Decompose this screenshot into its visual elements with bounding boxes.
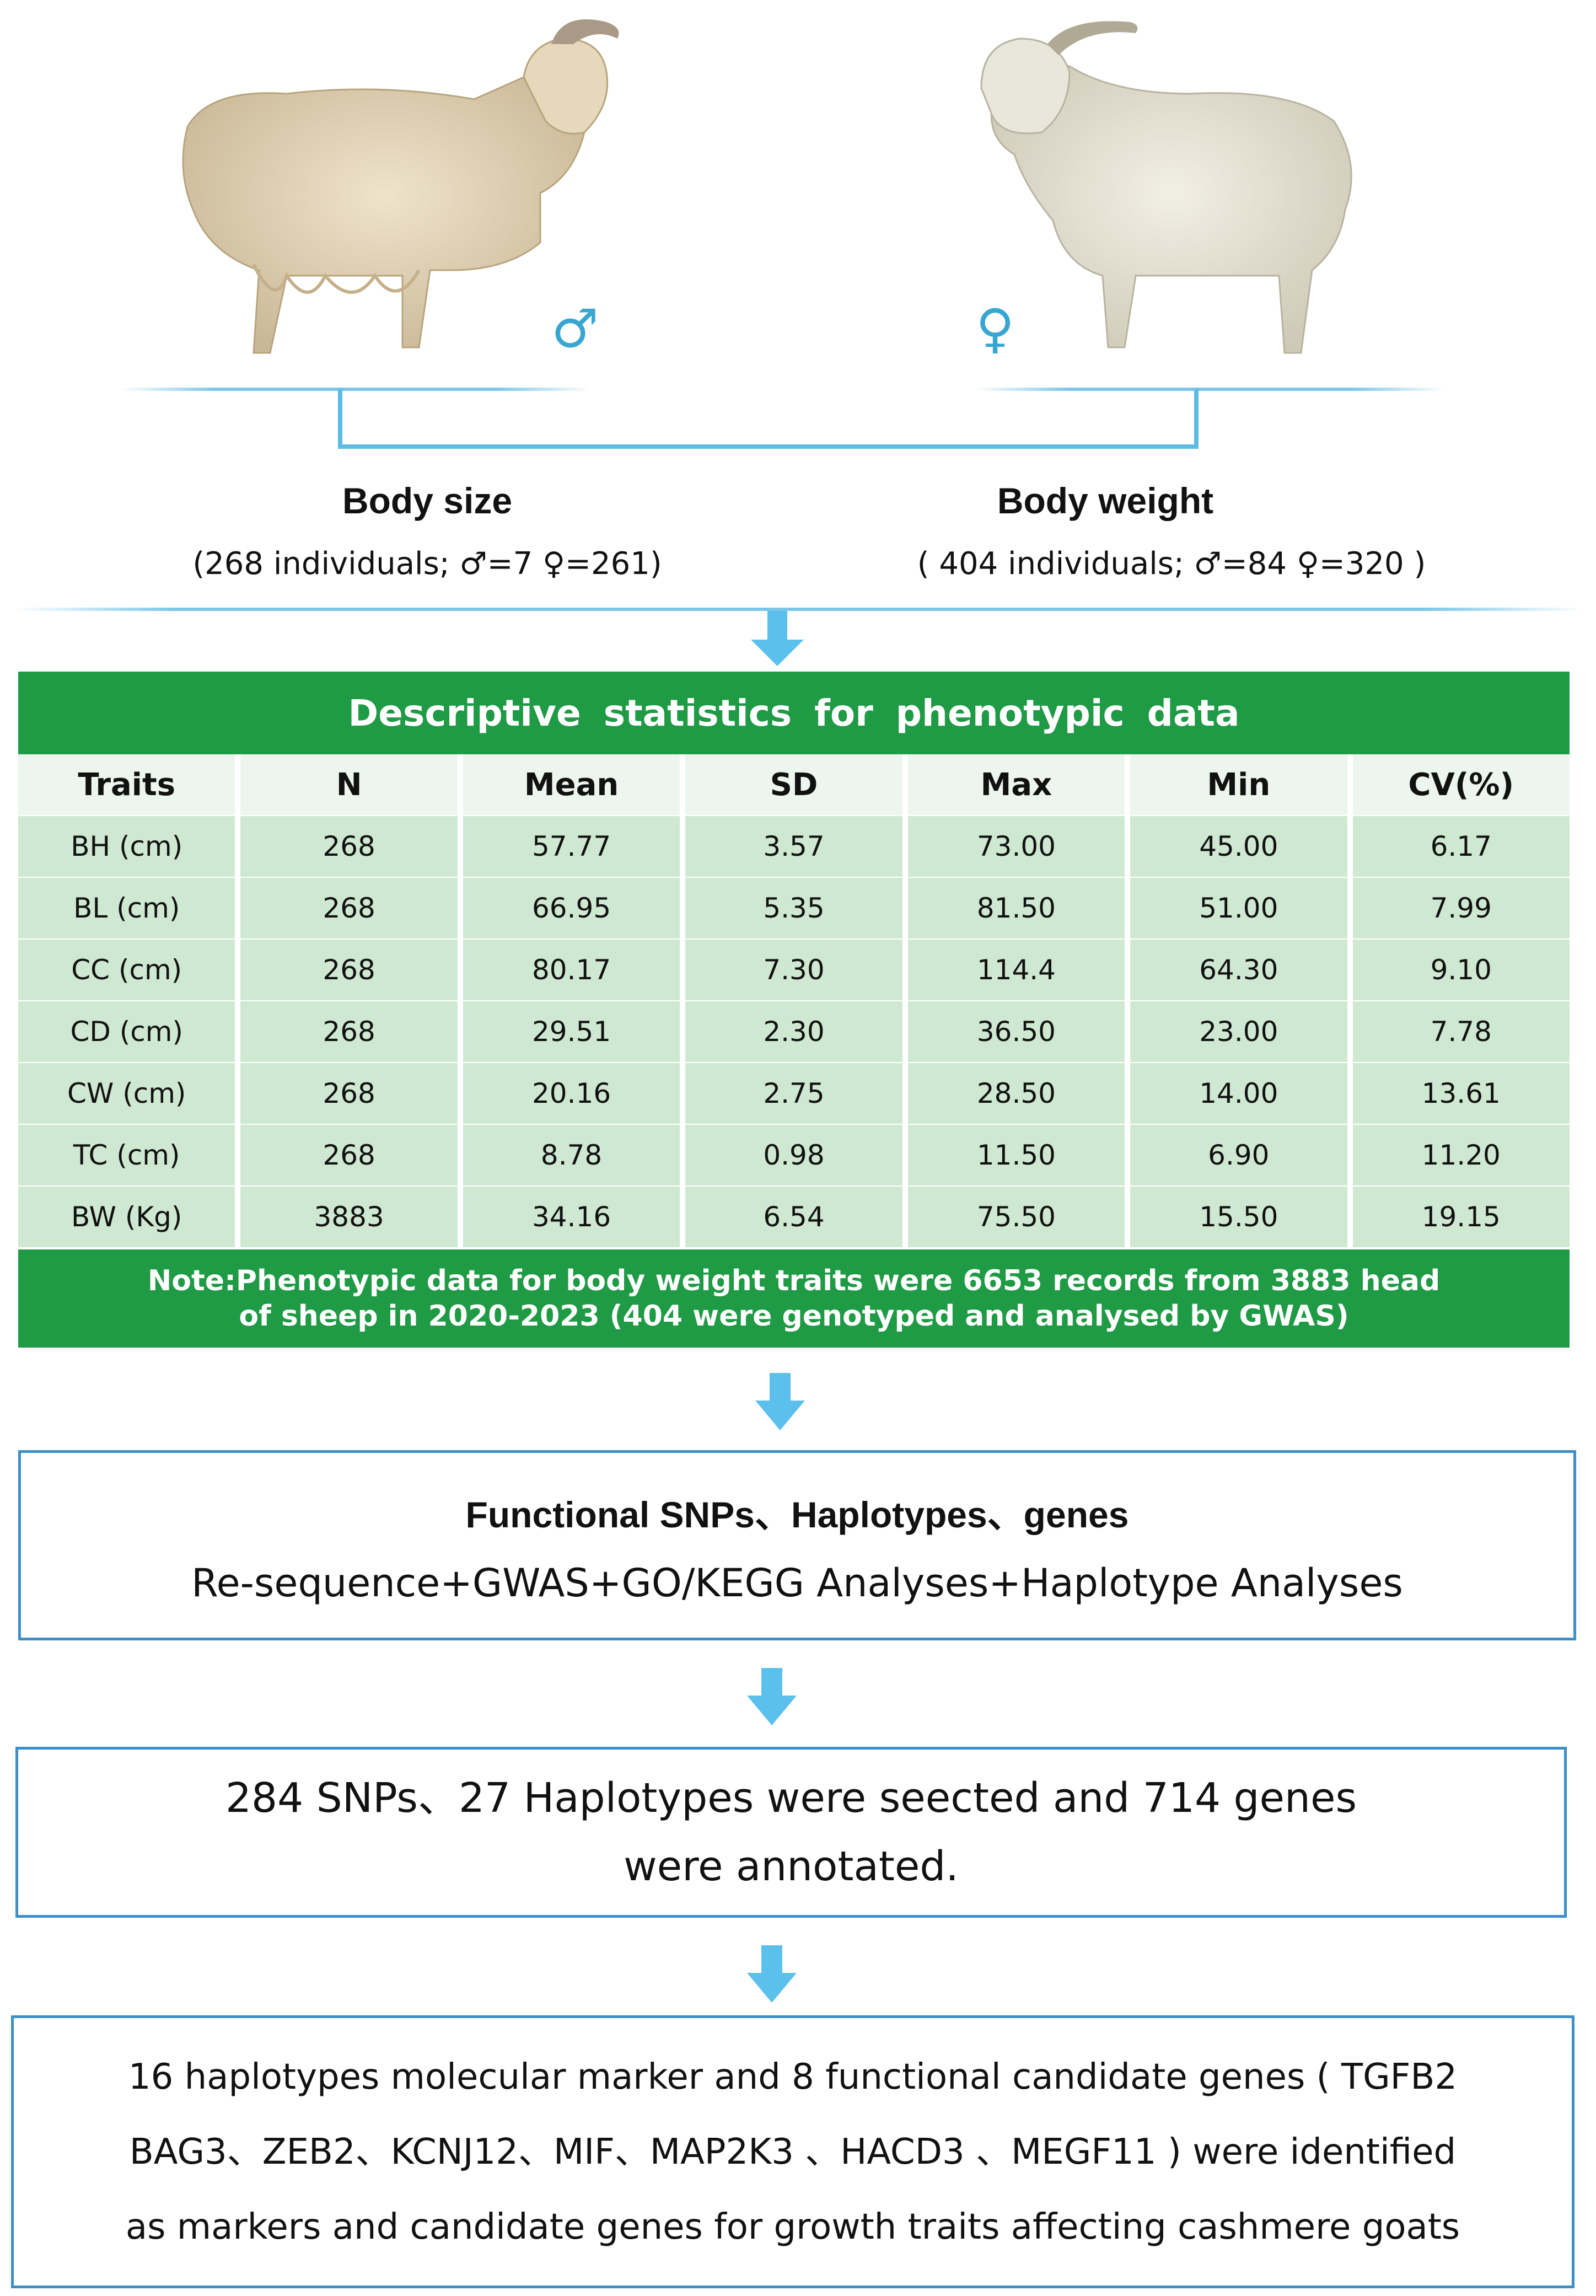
table-row: CW (cm) 268 20.16 2.75 28.50 14.00 13.61 xyxy=(18,1063,1570,1124)
value-cell: 3.57 xyxy=(685,816,902,877)
value-cell: 51.00 xyxy=(1130,878,1347,938)
trait-cell: CW (cm) xyxy=(18,1063,235,1124)
table-row: TC (cm) 268 8.78 0.98 11.50 6.90 11.20 xyxy=(18,1125,1570,1185)
table-row: BL (cm) 268 66.95 5.35 81.50 51.00 7.99 xyxy=(18,878,1570,938)
value-cell: 6.17 xyxy=(1352,816,1570,877)
value-cell: 268 xyxy=(240,1001,458,1062)
snp-results-line2: were annotated. xyxy=(624,1843,959,1890)
trait-cell: BH (cm) xyxy=(18,816,235,877)
value-cell: 268 xyxy=(240,1063,458,1124)
trait-cell: BW (Kg) xyxy=(18,1187,235,1247)
value-cell: 11.20 xyxy=(1352,1125,1570,1185)
value-cell: 19.15 xyxy=(1352,1187,1570,1247)
candidate-genes-line3: as markers and candidate genes for growt… xyxy=(125,2206,1460,2247)
column-header: N xyxy=(240,754,458,815)
value-cell: 3883 xyxy=(240,1187,458,1247)
table-row: BW (Kg) 3883 34.16 6.54 75.50 15.50 19.15 xyxy=(18,1187,1570,1247)
value-cell: 268 xyxy=(240,878,458,938)
table-note-line1: Note:Phenotypic data for body weight tra… xyxy=(147,1264,1441,1297)
value-cell: 11.50 xyxy=(907,1125,1125,1185)
candidate-genes-line1: 16 haplotypes molecular marker and 8 fun… xyxy=(128,2056,1458,2097)
value-cell: 57.77 xyxy=(463,816,680,877)
value-cell: 9.10 xyxy=(1352,940,1570,1000)
value-cell: 0.98 xyxy=(685,1125,902,1185)
value-cell: 64.30 xyxy=(1130,940,1347,1000)
divider-arrow xyxy=(17,608,1582,666)
column-header: SD xyxy=(685,754,902,815)
value-cell: 81.50 xyxy=(907,878,1125,938)
value-cell: 2.30 xyxy=(685,1001,902,1062)
column-header: CV(%) xyxy=(1352,754,1570,815)
value-cell: 6.54 xyxy=(685,1187,902,1247)
phenotypic-stats-table: Descriptive statistics for phenotypic da… xyxy=(18,672,1570,1348)
functional-analysis-box: Functional SNPs、Haplotypes、genes Re-sequ… xyxy=(18,1450,1576,1640)
value-cell: 268 xyxy=(240,940,458,1000)
column-header: Max xyxy=(907,754,1125,815)
value-cell: 114.4 xyxy=(907,940,1125,1000)
table-row: BH (cm) 268 57.77 3.57 73.00 45.00 6.17 xyxy=(18,816,1570,877)
trait-cell: TC (cm) xyxy=(18,1125,235,1185)
value-cell: 268 xyxy=(240,816,458,877)
value-cell: 80.17 xyxy=(463,940,680,1000)
down-arrow-icon xyxy=(747,1668,797,1725)
table-note-line2: of sheep in 2020-2023 (404 were genotype… xyxy=(239,1300,1349,1333)
bracket-connector xyxy=(121,388,1444,449)
value-cell: 7.99 xyxy=(1352,878,1570,938)
candidate-genes-box: 16 haplotypes molecular marker and 8 fun… xyxy=(11,2015,1574,2288)
value-cell: 73.00 xyxy=(907,816,1125,877)
value-cell: 75.50 xyxy=(907,1187,1125,1247)
value-cell: 2.75 xyxy=(685,1063,902,1124)
table-row: CD (cm) 268 29.51 2.30 36.50 23.00 7.78 xyxy=(18,1001,1570,1062)
value-cell: 8.78 xyxy=(463,1125,680,1185)
table-title: Descriptive statistics for phenotypic da… xyxy=(18,672,1570,754)
body-size-subtitle: (268 individuals; ♂=7 ♀=261) xyxy=(192,546,662,582)
body-weight-title: Body weight xyxy=(997,480,1214,521)
trait-cell: BL (cm) xyxy=(18,878,235,938)
value-cell: 20.16 xyxy=(463,1063,680,1124)
value-cell: 7.78 xyxy=(1352,1001,1570,1062)
value-cell: 23.00 xyxy=(1130,1001,1347,1062)
female-goat-icon xyxy=(980,21,1352,354)
down-arrow-icon xyxy=(755,1373,805,1430)
value-cell: 268 xyxy=(240,1125,458,1185)
candidate-genes-line2: BAG3、ZEB2、KCNJ12、MIF、MAP2K3 、HACD3 、MEGF… xyxy=(129,2131,1457,2172)
column-header: Mean xyxy=(463,754,680,815)
trait-cell: CC (cm) xyxy=(18,940,235,1000)
value-cell: 5.35 xyxy=(685,878,902,938)
snp-results-box: 284 SNPs、27 Haplotypes were seected and … xyxy=(15,1747,1567,1918)
functional-analysis-title: Functional SNPs、Haplotypes、genes xyxy=(465,1494,1129,1535)
female-symbol-icon: ♀ xyxy=(976,298,1015,360)
body-size-title: Body size xyxy=(342,480,513,521)
male-symbol-icon: ♂ xyxy=(551,298,599,360)
table-row: CC (cm) 268 80.17 7.30 114.4 64.30 9.10 xyxy=(18,940,1570,1000)
functional-analysis-methods: Re-sequence+GWAS+GO/KEGG Analyses+Haplot… xyxy=(191,1560,1403,1606)
value-cell: 66.95 xyxy=(463,878,680,938)
table-note: Note:Phenotypic data for body weight tra… xyxy=(18,1249,1570,1348)
value-cell: 7.30 xyxy=(685,940,902,1000)
snp-results-line1: 284 SNPs、27 Haplotypes were seected and … xyxy=(225,1774,1357,1822)
down-arrow-icon xyxy=(747,1945,797,2003)
table-header-row: Traits N Mean SD Max Min CV(%) xyxy=(18,754,1570,815)
value-cell: 28.50 xyxy=(907,1063,1125,1124)
value-cell: 34.16 xyxy=(463,1187,680,1247)
male-goat-icon xyxy=(182,19,619,354)
value-cell: 15.50 xyxy=(1130,1187,1347,1247)
value-cell: 13.61 xyxy=(1352,1063,1570,1124)
trait-cell: CD (cm) xyxy=(18,1001,235,1062)
table-body: BH (cm) 268 57.77 3.57 73.00 45.00 6.17 BL (cm)… xyxy=(18,816,1570,1247)
value-cell: 36.50 xyxy=(907,1001,1125,1062)
value-cell: 14.00 xyxy=(1130,1063,1347,1124)
column-header: Min xyxy=(1130,754,1347,815)
column-header: Traits xyxy=(18,754,235,815)
value-cell: 45.00 xyxy=(1130,816,1347,877)
value-cell: 29.51 xyxy=(463,1001,680,1062)
value-cell: 6.90 xyxy=(1130,1125,1347,1185)
body-weight-subtitle: ( 404 individuals; ♂=84 ♀=320 ) xyxy=(917,546,1426,582)
